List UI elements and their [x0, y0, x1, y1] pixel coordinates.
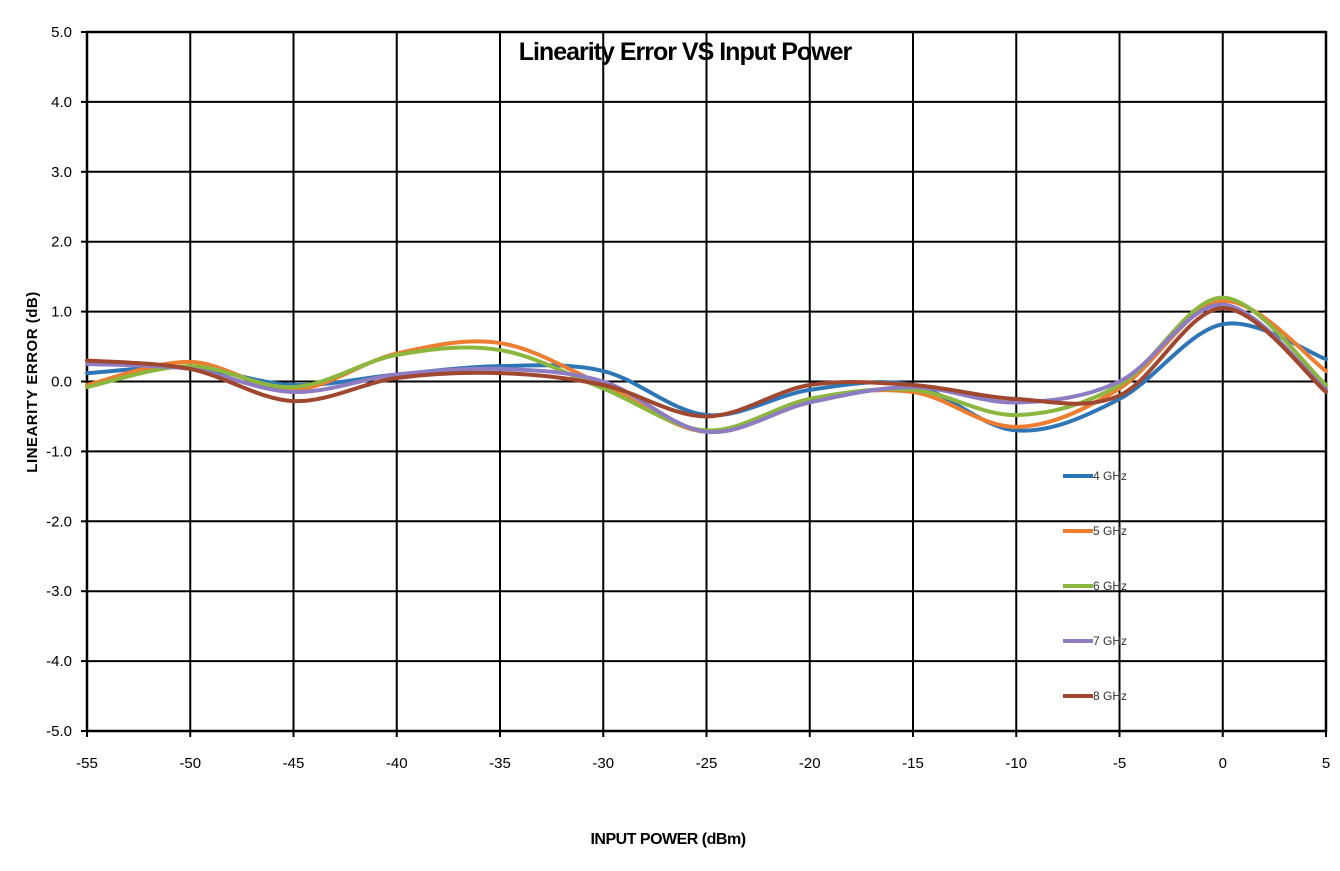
y-axis-label: LINEARITY ERROR (dB)	[24, 291, 41, 472]
y-tick-label: 4.0	[51, 94, 72, 111]
y-tick-label: -1.0	[46, 443, 72, 460]
x-tick-label: -25	[696, 755, 718, 772]
y-tick-label: 2.0	[51, 234, 72, 251]
y-tick-label: 5.0	[51, 24, 72, 41]
x-tick-label: -10	[1005, 755, 1027, 772]
x-axis-label: INPUT POWER (dBm)	[590, 831, 745, 848]
x-tick-label: -20	[799, 755, 821, 772]
x-tick-label: 0	[1219, 755, 1227, 772]
y-tick-label: 3.0	[51, 164, 72, 181]
legend-label: 4 GHz	[1093, 469, 1127, 483]
x-tick-labels: -55 -50 -45 -40 -35 -30 -25 -20 -15 -10 -5 0 5	[76, 755, 1330, 772]
x-tick-label: -30	[592, 755, 614, 772]
y-tick-label: -2.0	[46, 513, 72, 530]
x-tick-label: -5	[1113, 755, 1126, 772]
y-tick-labels: 5.0 4.0 3.0 2.0 1.0 0.0 -1.0 -2.0 -3.0 -4.0 -5.0	[46, 24, 72, 740]
x-tick-label: -35	[489, 755, 511, 772]
x-tick-label: 5	[1322, 755, 1330, 772]
x-tick-label: -55	[76, 755, 98, 772]
y-tick-label: 1.0	[51, 304, 72, 321]
chart-title: Linearity Error VS Input Power	[519, 38, 853, 66]
legend-label: 7 GHz	[1093, 634, 1127, 648]
series-line-7-ghz	[85, 302, 1328, 435]
series-line-8-ghz	[85, 306, 1328, 419]
grid	[81, 30, 1328, 737]
series-lines	[85, 295, 1328, 435]
x-tick-label: -40	[386, 755, 408, 772]
legend-label: 5 GHz	[1093, 524, 1127, 538]
legend-label: 8 GHz	[1093, 689, 1127, 703]
x-tick-label: -15	[902, 755, 924, 772]
y-tick-label: -3.0	[46, 583, 72, 600]
legend: 4 GHz 5 GHz 6 GHz 7 GHz 8 GHz	[1063, 469, 1127, 703]
x-tick-label: -45	[283, 755, 305, 772]
y-tick-label: -4.0	[46, 653, 72, 670]
y-tick-label: 0.0	[51, 374, 72, 391]
legend-label: 6 GHz	[1093, 579, 1127, 593]
y-tick-label: -5.0	[46, 723, 72, 740]
x-tick-label: -50	[179, 755, 201, 772]
